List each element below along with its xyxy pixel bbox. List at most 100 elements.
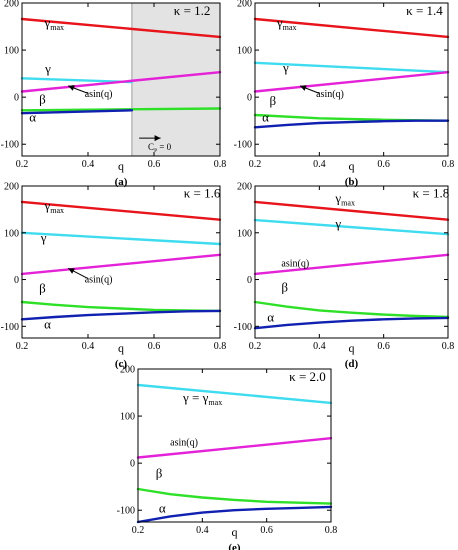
- chart-panel-3: 0.2 0.4 0.6 0.8 -100 0 100 200 q (c) γmax γ asin(q) β…: [1, 182, 227, 371]
- y-tick-label: -100: [1, 140, 19, 151]
- y-tick-label: 200: [4, 182, 19, 193]
- series-line-1: [253, 17, 450, 39]
- series-line-4: [20, 300, 222, 313]
- series-line-2: [136, 437, 333, 459]
- x-tick-label: 0.2: [132, 525, 145, 536]
- curve-label-4: β: [39, 281, 46, 296]
- curve-label-4: β: [269, 93, 276, 108]
- curve-label-2: γ: [334, 216, 341, 231]
- series-line-5: [253, 316, 450, 330]
- series-line-1: [253, 200, 450, 221]
- curve-label-4: β: [281, 280, 288, 295]
- plot-frame: [137, 368, 332, 523]
- x-tick-label: 0.6: [148, 341, 161, 352]
- annotation-arrowhead: [68, 268, 75, 274]
- series-line-1: [20, 200, 222, 221]
- y-tick-label: 0: [14, 93, 19, 104]
- x-tick-label: 0.8: [214, 159, 227, 170]
- y-tick-label: 100: [237, 228, 252, 239]
- x-tick-label: 0.4: [82, 341, 95, 352]
- x-tick-label: 0.4: [313, 341, 326, 352]
- x-tick-label: 0.4: [313, 159, 326, 170]
- curve-label-1: γmax: [43, 15, 64, 32]
- y-tick-label: 100: [4, 46, 19, 57]
- curve-label-3: asin(q): [316, 89, 344, 100]
- y-tick-label: 200: [4, 0, 19, 10]
- curve-label-6: κ = 1.8: [413, 186, 450, 201]
- curve-label-2: asin(q): [170, 437, 198, 448]
- x-tick-label: 0.2: [16, 341, 29, 352]
- y-tick-label: 200: [237, 0, 252, 10]
- curve-label-5: α: [267, 310, 274, 325]
- panel-label: (d): [345, 358, 359, 370]
- curve-label-3: β: [156, 466, 163, 481]
- x-axis-label: q: [349, 159, 355, 173]
- x-tick-label: 0.6: [260, 525, 273, 536]
- series-line-3: [20, 253, 222, 276]
- curve-label-3: asin(q): [85, 89, 113, 100]
- y-tick-label: -100: [117, 506, 135, 517]
- curve-label-6: κ = 1.4: [406, 3, 443, 18]
- panel-label: (b): [345, 176, 359, 188]
- series-line-3: [253, 70, 450, 93]
- x-tick-label: 0.4: [196, 525, 209, 536]
- x-tick-label: 0.8: [325, 525, 338, 536]
- chart-panel-1: 0.2 0.4 0.6 0.8 -100 0 100 200 q (a) γmax γ asin(q) β…: [1, 0, 227, 188]
- curve-label-6: κ = 1.6: [184, 186, 221, 201]
- series-line-5: [20, 309, 222, 321]
- curve-label-4: α: [159, 501, 166, 516]
- curve-label-7: CP = 0: [148, 142, 172, 154]
- y-tick-label: -100: [1, 322, 19, 333]
- curve-label-2: γ: [40, 230, 47, 245]
- curve-label-1: γ = γmax: [182, 390, 222, 407]
- y-tick-label: 0: [130, 459, 135, 470]
- series-line-1: [136, 383, 333, 405]
- series-line-2: [20, 231, 222, 246]
- chart-panel-2: 0.2 0.4 0.6 0.8 -100 0 100 200 q (b) γmax γ asin(q) β…: [234, 0, 455, 188]
- curve-label-6: κ = 1.2: [174, 3, 211, 18]
- x-tick-label: 0.8: [214, 341, 227, 352]
- x-axis-label: q: [118, 159, 124, 173]
- curve-label-1: γmax: [276, 15, 297, 32]
- x-tick-label: 0.2: [16, 159, 29, 170]
- panel-label: (e): [228, 542, 241, 550]
- chart-panel-5: 0.2 0.4 0.6 0.8 -100 0 100 200 q (e) γ = γmax asin(…: [117, 365, 338, 550]
- y-tick-label: 0: [247, 275, 252, 286]
- curve-label-5: α: [44, 317, 51, 332]
- curve-label-2: γ: [282, 60, 289, 75]
- series-line-3: [253, 253, 450, 276]
- plot-frame: [254, 185, 449, 339]
- series-line-3: [20, 70, 222, 93]
- x-tick-label: 0.2: [249, 341, 262, 352]
- y-tick-label: 100: [237, 46, 252, 57]
- y-tick-label: 200: [120, 365, 135, 376]
- series-line-4: [253, 300, 450, 319]
- curve-label-3: asin(q): [85, 274, 113, 285]
- curve-label-2: γ: [44, 61, 51, 76]
- x-tick-label: 0.8: [442, 341, 455, 352]
- y-tick-label: 0: [247, 93, 252, 104]
- y-tick-label: 100: [120, 412, 135, 423]
- x-tick-label: 0.4: [82, 159, 95, 170]
- plot-frame: [21, 2, 221, 157]
- y-tick-label: 200: [237, 182, 252, 193]
- y-tick-label: 100: [4, 228, 19, 239]
- curve-label-1: γmax: [334, 190, 355, 207]
- series-line-5: [20, 109, 134, 115]
- y-tick-label: 0: [14, 275, 19, 286]
- series-line-4: [136, 505, 333, 524]
- series-line-2: [253, 218, 450, 236]
- curve-label-5: α: [29, 110, 36, 125]
- curve-label-3: asin(q): [281, 258, 309, 269]
- annotation-arrowhead: [300, 85, 307, 91]
- plot-frame: [254, 2, 449, 157]
- annotation-arrowhead: [154, 135, 161, 142]
- chart-panel-4: 0.2 0.4 0.6 0.8 -100 0 100 200 q (d) γmax γ asin(q) β…: [234, 182, 455, 371]
- x-axis-label: q: [232, 525, 238, 539]
- series-line-1: [20, 17, 222, 39]
- y-tick-label: -100: [234, 140, 252, 151]
- x-axis-label: q: [349, 341, 355, 355]
- series-line-3: [136, 487, 333, 505]
- panel-label: (c): [115, 358, 128, 370]
